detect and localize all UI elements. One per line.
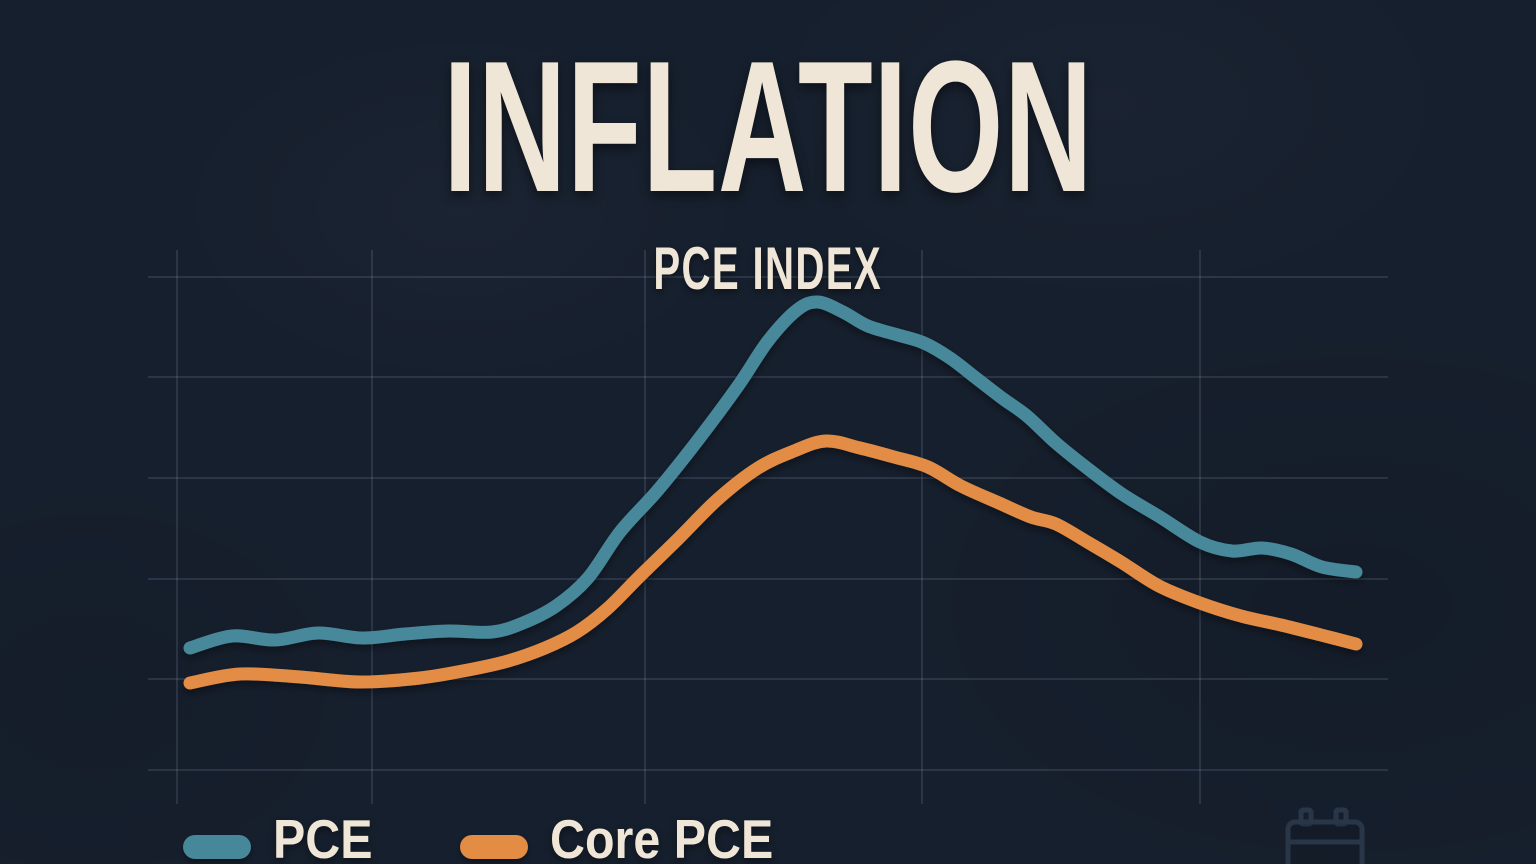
core-pce-legend-label: Core PCE <box>550 808 774 864</box>
legend-item-pce: PCE <box>183 812 386 864</box>
legend-item-core-pce: Core PCE <box>460 812 804 864</box>
pce-legend-swatch <box>183 835 251 859</box>
pce-line <box>183 295 1363 655</box>
chart-subheader: PCE INDEX <box>0 239 1536 299</box>
page-subtitle: PCE INDEX <box>653 235 883 302</box>
calendar-icon <box>1284 806 1374 864</box>
chart-header: INFLATION <box>0 33 1536 220</box>
chart-legend: PCE Core PCE <box>183 812 804 864</box>
pce-legend-label: PCE <box>273 808 373 864</box>
page-title: INFLATION <box>443 22 1093 231</box>
core-pce-line <box>183 434 1363 690</box>
core-pce-legend-swatch <box>460 835 529 859</box>
